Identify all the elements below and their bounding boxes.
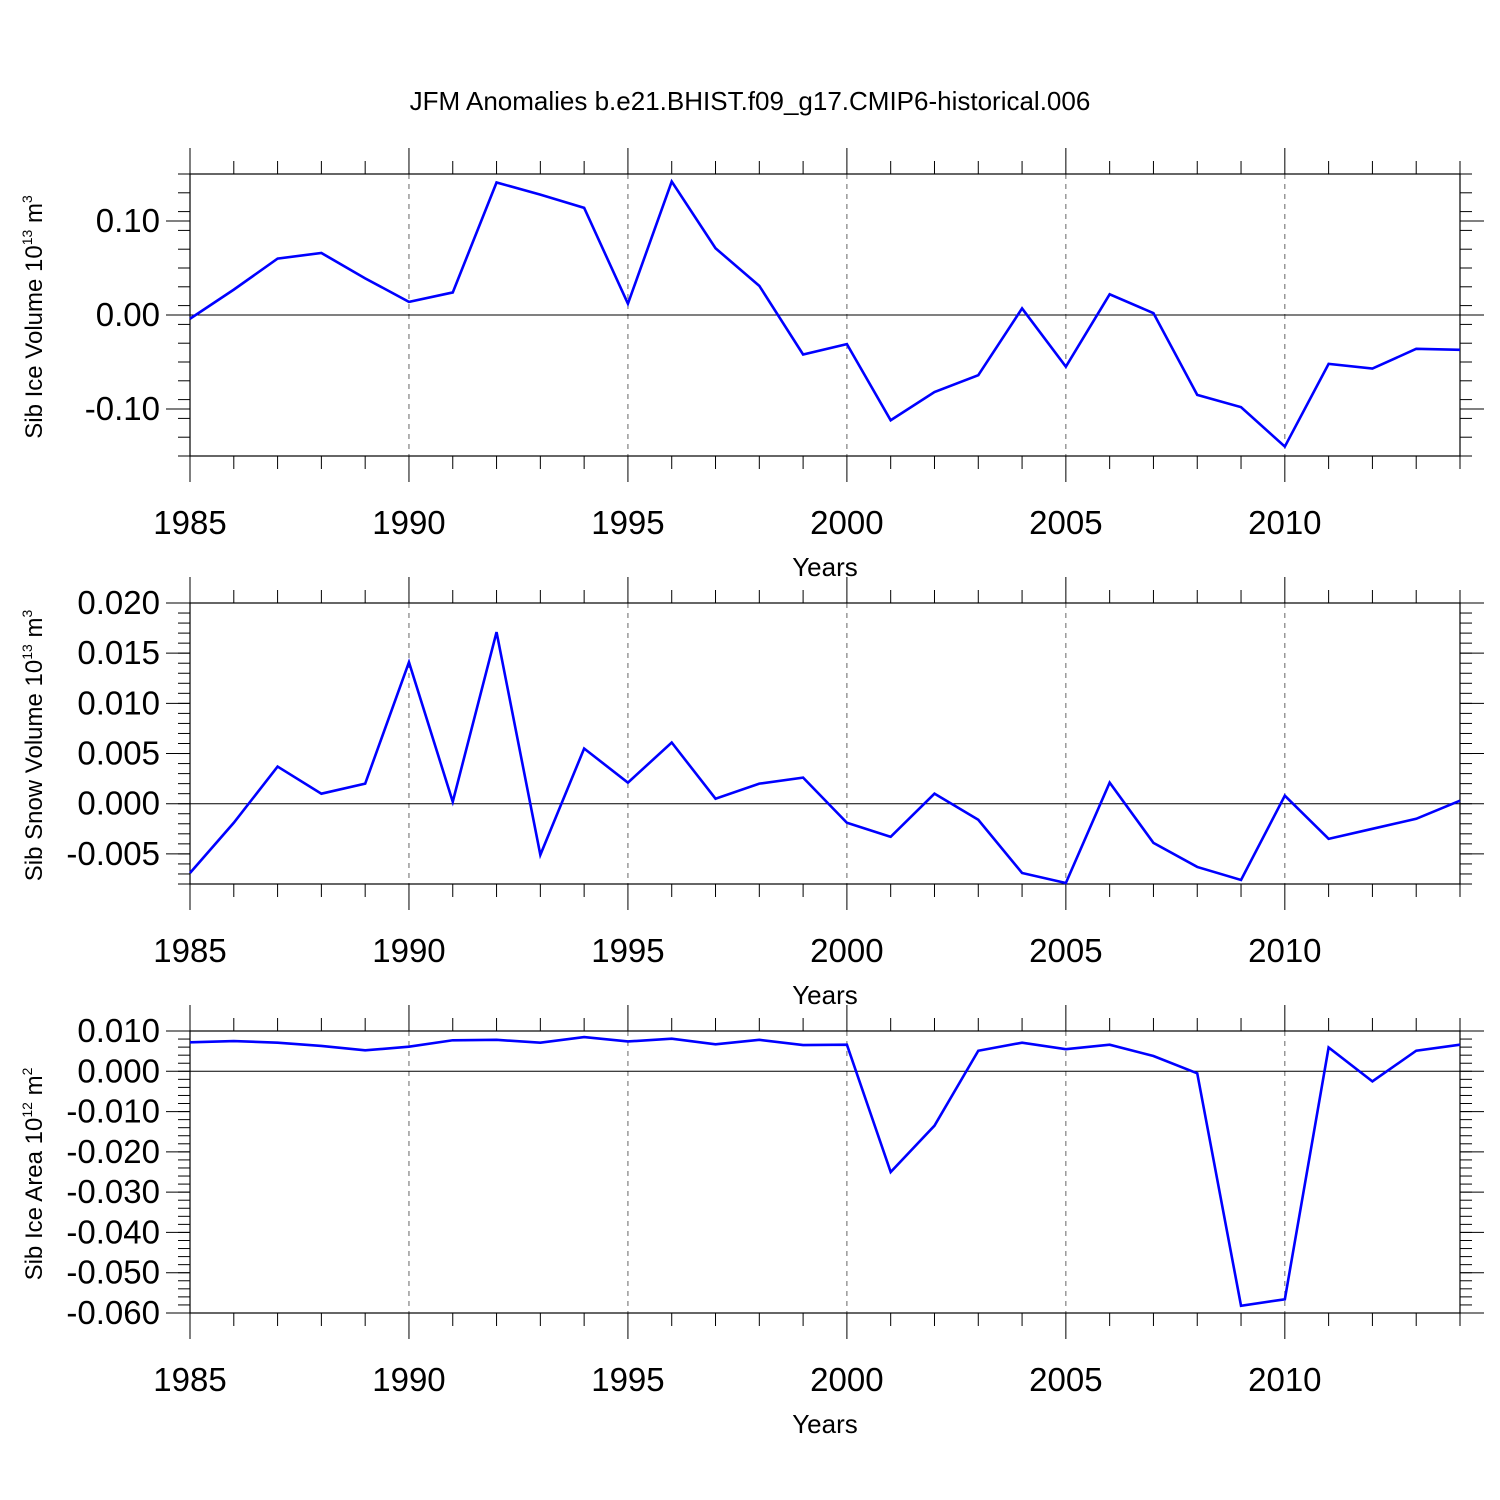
x-tick-label: 1990	[372, 504, 445, 541]
y-axis-title-main: Sib Ice Area 10	[21, 1118, 48, 1281]
x-tick-label: 2000	[810, 504, 883, 541]
axis-ticks	[166, 577, 1484, 910]
axis-ticks	[166, 148, 1484, 482]
x-tick-label: 1990	[372, 932, 445, 969]
x-tick-label: 1985	[153, 1361, 226, 1398]
plot-frame	[189, 602, 1461, 885]
y-axis-title-unit-exp: 3	[19, 610, 35, 618]
grid-lines	[408, 603, 1286, 884]
y-tick-label: -0.010	[66, 1093, 160, 1130]
y-axis-title-unit-exp: 3	[19, 195, 35, 203]
y-axis-title-unit-exp: 2	[19, 1067, 35, 1075]
y-axis-title: Sib Snow Volume 1013 m3	[19, 610, 48, 882]
series-line	[189, 1035, 1461, 1308]
y-axis-title-unit: m	[21, 203, 48, 230]
y-tick-labels: -0.060-0.050 -0.040-0.030-0.020-0.010 0.00…	[66, 1012, 160, 1331]
y-tick-label: -0.005	[66, 835, 160, 872]
y-axis-title-unit: m	[21, 618, 48, 645]
x-tick-labels: 1985 1990 1995 2000 2005 2010	[153, 1361, 1321, 1398]
figure-title: JFM Anomalies b.e21.BHIST.f09_g17.CMIP6-…	[410, 86, 1091, 116]
x-tick-label: 1985	[153, 932, 226, 969]
y-axis-title: Sib Ice Area 1012 m2	[19, 1067, 48, 1280]
grid-lines	[408, 1031, 1286, 1313]
panel-snow-volume: -0.005 0.000 0.005 0.010 0.015 0.020 1985 1990…	[19, 577, 1484, 1010]
x-tick-label: 1995	[591, 932, 664, 969]
y-tick-label: 0.00	[96, 296, 160, 333]
y-axis-title-main: Sib Ice Volume 10	[21, 245, 48, 438]
x-tick-label: 2000	[810, 932, 883, 969]
y-tick-label: -0.020	[66, 1133, 160, 1170]
y-tick-label: 0.020	[77, 584, 160, 621]
y-tick-label: 0.10	[96, 202, 160, 239]
y-axis-title-exp: 13	[19, 644, 35, 660]
x-tick-labels: 1985 1990 1995 2000 2005 2010	[153, 932, 1321, 969]
panel-ice-area: -0.060-0.050 -0.040-0.030-0.020-0.010 0.00…	[19, 1005, 1484, 1439]
y-tick-label: -0.10	[85, 390, 160, 427]
x-axis-title: Years	[792, 980, 858, 1010]
x-tick-label: 1985	[153, 504, 226, 541]
x-tick-label: 2005	[1029, 932, 1102, 969]
x-tick-label: 2010	[1248, 504, 1321, 541]
axis-ticks	[166, 1005, 1484, 1339]
x-tick-label: 1995	[591, 504, 664, 541]
plot-frame	[189, 173, 1461, 457]
x-tick-label: 2000	[810, 1361, 883, 1398]
y-axis-title: Sib Ice Volume 1013 m3	[19, 195, 48, 439]
x-tick-label: 1995	[591, 1361, 664, 1398]
x-axis-title: Years	[792, 1409, 858, 1439]
y-tick-label: -0.030	[66, 1173, 160, 1210]
y-axis-title-main: Sib Snow Volume 10	[21, 660, 48, 881]
y-tick-label: 0.000	[77, 1052, 160, 1089]
y-tick-labels: -0.005 0.000 0.005 0.010 0.015 0.020	[66, 584, 160, 872]
y-axis-title-exp: 13	[19, 230, 35, 246]
y-tick-label: -0.050	[66, 1254, 160, 1291]
x-tick-labels: 1985 1990 1995 2000 2005 2010	[153, 504, 1321, 541]
y-tick-label: -0.040	[66, 1213, 160, 1250]
x-tick-label: 2005	[1029, 504, 1102, 541]
x-tick-label: 1990	[372, 1361, 445, 1398]
plot-frame	[189, 1030, 1461, 1314]
x-axis-title: Years	[792, 552, 858, 582]
y-tick-label: 0.010	[77, 684, 160, 721]
panel-ice-volume: -0.10 0.00 0.10 1985 1990 1995 2000 2005 2010 Y…	[19, 148, 1484, 582]
y-tick-label: 0.000	[77, 785, 160, 822]
y-tick-label: 0.010	[77, 1012, 160, 1049]
y-axis-title-unit: m	[21, 1075, 48, 1102]
y-tick-label: 0.015	[77, 634, 160, 671]
series-line	[189, 631, 1461, 885]
series-line	[189, 178, 1461, 449]
x-tick-label: 2010	[1248, 932, 1321, 969]
y-tick-label: 0.005	[77, 735, 160, 772]
x-tick-label: 2005	[1029, 1361, 1102, 1398]
y-axis-title-exp: 12	[19, 1102, 35, 1118]
x-tick-label: 2010	[1248, 1361, 1321, 1398]
y-tick-labels: -0.10 0.00 0.10	[85, 202, 160, 427]
y-tick-label: -0.060	[66, 1294, 160, 1331]
